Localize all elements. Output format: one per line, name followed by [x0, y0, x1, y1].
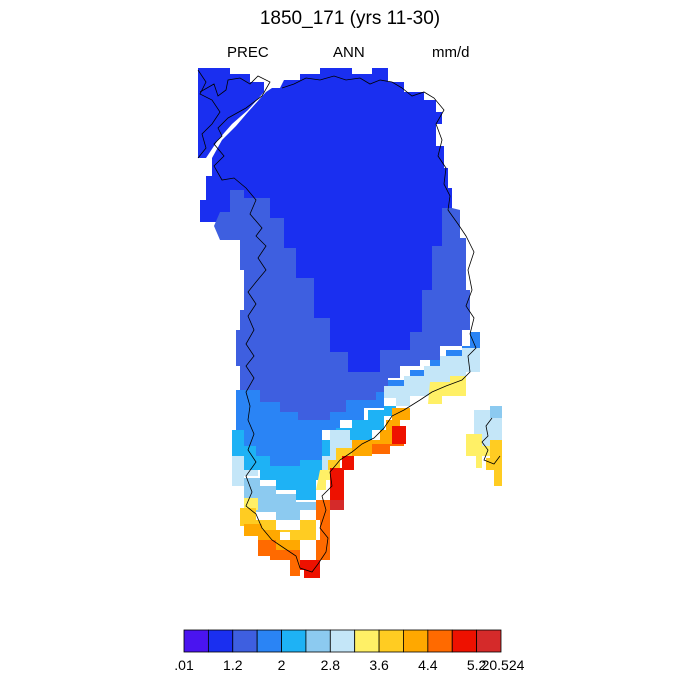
colorbar-box — [378, 629, 404, 653]
region-yellow — [316, 470, 334, 490]
region-light-blue — [244, 478, 316, 520]
region-cyan — [490, 406, 502, 418]
colorbar-tick-label: 1.2 — [223, 657, 243, 673]
region-red — [300, 560, 320, 578]
units-label: mm/d — [432, 44, 470, 61]
colorbar-box — [256, 629, 282, 653]
colorbar-tick-label: 20.524 — [482, 657, 525, 673]
map-title: 1850_171 (yrs 11-30) — [259, 8, 441, 29]
region-orange — [386, 408, 410, 430]
colorbar-box — [451, 629, 478, 653]
precip-field — [198, 68, 502, 578]
greenland-coastline — [199, 75, 477, 573]
region-red — [392, 426, 406, 444]
colorbar-box — [183, 629, 209, 653]
region-orange-yellow — [486, 440, 502, 486]
colorbar-tick-label: 3.6 — [369, 657, 389, 673]
region-red-orange — [316, 500, 330, 560]
region-yellow — [428, 376, 466, 404]
colorbar-tick-label: 2.8 — [321, 657, 341, 673]
region-red — [330, 456, 354, 500]
region-dark-red — [330, 500, 344, 510]
region-dark-blue — [200, 68, 452, 372]
region-orange — [352, 430, 392, 456]
colorbar-box — [354, 629, 380, 653]
colorbar-box — [329, 629, 356, 653]
region-cyan — [232, 406, 396, 500]
ellesmere-coastline — [197, 69, 221, 159]
colorbar-box — [403, 629, 429, 653]
island-coastline — [481, 417, 501, 465]
colorbar-tick-label: .01 — [174, 657, 194, 673]
region-mid-blue — [236, 332, 480, 466]
colorbar-tick-label: 4.4 — [418, 657, 438, 673]
region-light-blue — [232, 456, 258, 486]
colorbar-box — [207, 629, 234, 653]
region-dark-blue — [198, 68, 264, 158]
region-medium-blue — [214, 190, 470, 420]
colorbar-box — [305, 629, 331, 653]
colorbar-tick-label: 5.2 — [467, 657, 487, 673]
region-orange-yellow — [240, 508, 316, 540]
colorbar-box — [281, 629, 307, 653]
colorbar-box — [427, 629, 453, 653]
coastline — [197, 69, 501, 573]
region-light-blue — [384, 348, 480, 406]
colorbar-box — [476, 629, 502, 653]
variable-label: PREC — [227, 44, 269, 61]
region-orange-yellow — [328, 448, 352, 470]
colorbar-box — [232, 629, 258, 653]
colorbar-tick-label: 2 — [278, 657, 286, 673]
region-yellow — [466, 434, 490, 468]
season-label: ANN — [333, 44, 365, 61]
